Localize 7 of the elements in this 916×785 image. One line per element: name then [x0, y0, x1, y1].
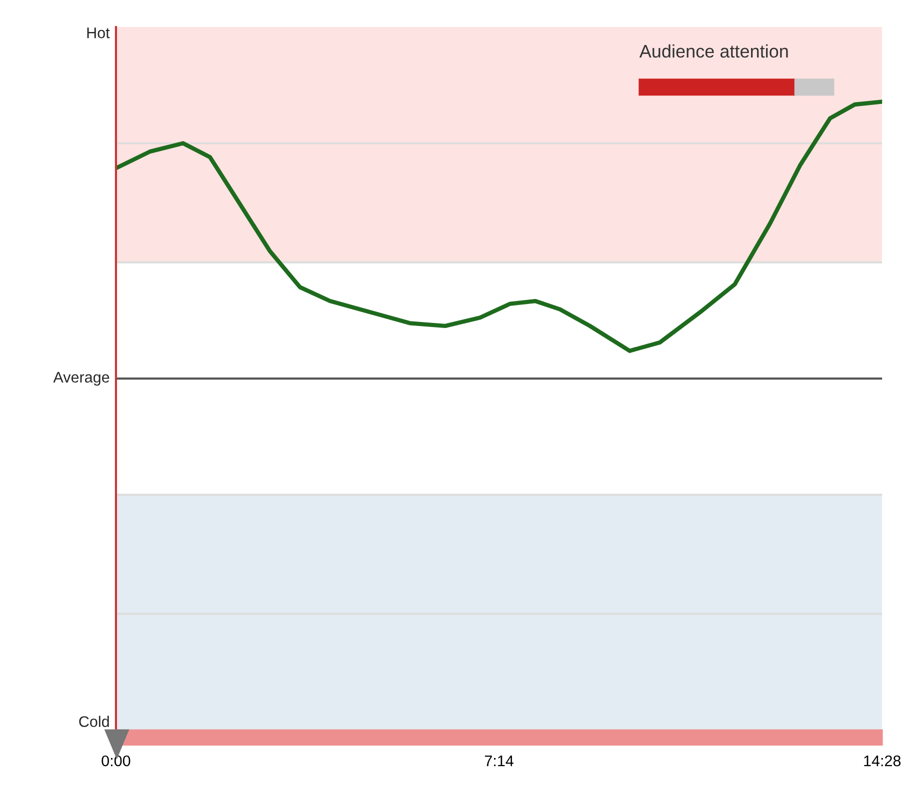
text: Average — [53, 372, 110, 386]
x-tick-label: 14:28 — [864, 755, 901, 766]
text: Hot — [87, 28, 110, 38]
text: Audience attention — [639, 44, 788, 58]
x-tick-label: 7:14 — [484, 756, 514, 766]
text: Cold — [79, 716, 109, 728]
x-tick-label: 0:00 — [102, 755, 130, 766]
